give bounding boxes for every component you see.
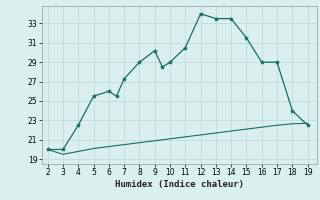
X-axis label: Humidex (Indice chaleur): Humidex (Indice chaleur) [115, 180, 244, 189]
